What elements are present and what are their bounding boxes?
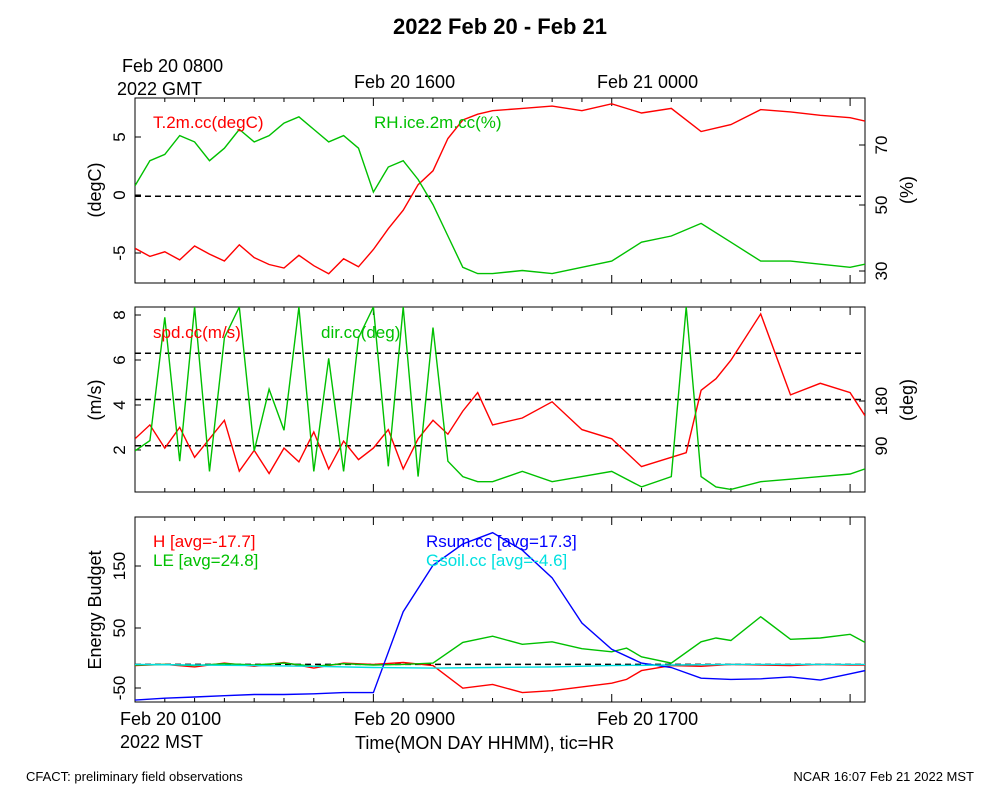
panel-3-legend-4: Gsoil.cc [avg=-4.6] [426, 551, 567, 570]
panel-2-ytick-label-right-1: 180 [872, 387, 891, 415]
footer-right: NCAR 16:07 Feb 21 2022 MST [793, 769, 974, 784]
bottom-axis-tick-1-line2: 2022 MST [120, 732, 204, 752]
panel-1-ytick-label-left-1: 0 [110, 190, 129, 199]
panel-3-ytick-label-left-1: 50 [110, 619, 129, 638]
top-axis-tick-3: Feb 21 0000 [597, 72, 699, 92]
panel-3-legend-1: H [avg=-17.7] [153, 532, 256, 551]
bottom-axis-tick-2: Feb 20 0900 [354, 709, 456, 729]
panel-2-ytick-label-left-3: 8 [110, 310, 129, 319]
panel-3-series-2-line [135, 615, 865, 668]
panel-2-ylabel-right: (deg) [897, 379, 917, 421]
panel-1-frame [134, 97, 866, 284]
panel-1-series-1-line [135, 103, 865, 275]
panel-1-ytick-label-right-1: 50 [872, 196, 891, 215]
panel-2-ytick-label-left-1: 4 [110, 400, 129, 409]
panel-3-ylabel-left: Energy Budget [85, 550, 105, 669]
panel-2-ytick-label-right-0: 90 [872, 437, 891, 456]
panel-2-ytick-label-left-0: 2 [110, 445, 129, 454]
top-axis-tick-1-line1: Feb 20 0800 [122, 56, 224, 76]
panel-1-legend-1: T.2m.cc(degC) [153, 113, 264, 132]
panel-3-series-4-line [135, 663, 865, 669]
panel-2-legend-2: dir.cc(deg) [321, 323, 400, 342]
panel-1-ytick-label-left-2: 5 [110, 132, 129, 141]
panel-1-ytick-label-right-0: 30 [872, 262, 891, 281]
panel-1-ytick-label-left-0: -5 [110, 245, 129, 260]
panel-1-ytick-label-right-2: 70 [872, 136, 891, 155]
chart-title: 2022 Feb 20 - Feb 21 [393, 14, 607, 39]
panel-2-series-1-line [135, 312, 865, 475]
panel-3-series-3-line [135, 531, 865, 701]
panel-3-frame [134, 516, 866, 703]
footer-left: CFACT: preliminary field observations [26, 769, 243, 784]
x-axis-label: Time(MON DAY HHMM), tic=HR [355, 733, 615, 753]
panel-2-ytick-label-left-2: 6 [110, 355, 129, 364]
panel-2-ylabel-left: (m/s) [85, 380, 105, 421]
panel-2-series-2-line [135, 307, 865, 491]
panel-3-ytick-label-left-2: 150 [110, 552, 129, 580]
panel-3-legend-3: Rsum.cc [avg=17.3] [426, 532, 577, 551]
panel-1-series-2-line [135, 115, 865, 275]
top-axis-tick-1-line2: 2022 GMT [117, 79, 203, 99]
panel-1-ylabel-left: (degC) [85, 162, 105, 217]
bottom-axis-tick-1-line1: Feb 20 0100 [120, 709, 222, 729]
panel-3-legend-2: LE [avg=24.8] [153, 551, 258, 570]
panel-1-legend-2: RH.ice.2m.cc(%) [374, 113, 502, 132]
panel-3-ytick-label-left-0: -50 [110, 676, 129, 701]
panel-2-legend-1: spd.cc(m/s) [153, 323, 241, 342]
bottom-axis-tick-3: Feb 20 1700 [597, 709, 699, 729]
panel-1-ylabel-right: (%) [897, 176, 917, 204]
top-axis-tick-2: Feb 20 1600 [354, 72, 456, 92]
